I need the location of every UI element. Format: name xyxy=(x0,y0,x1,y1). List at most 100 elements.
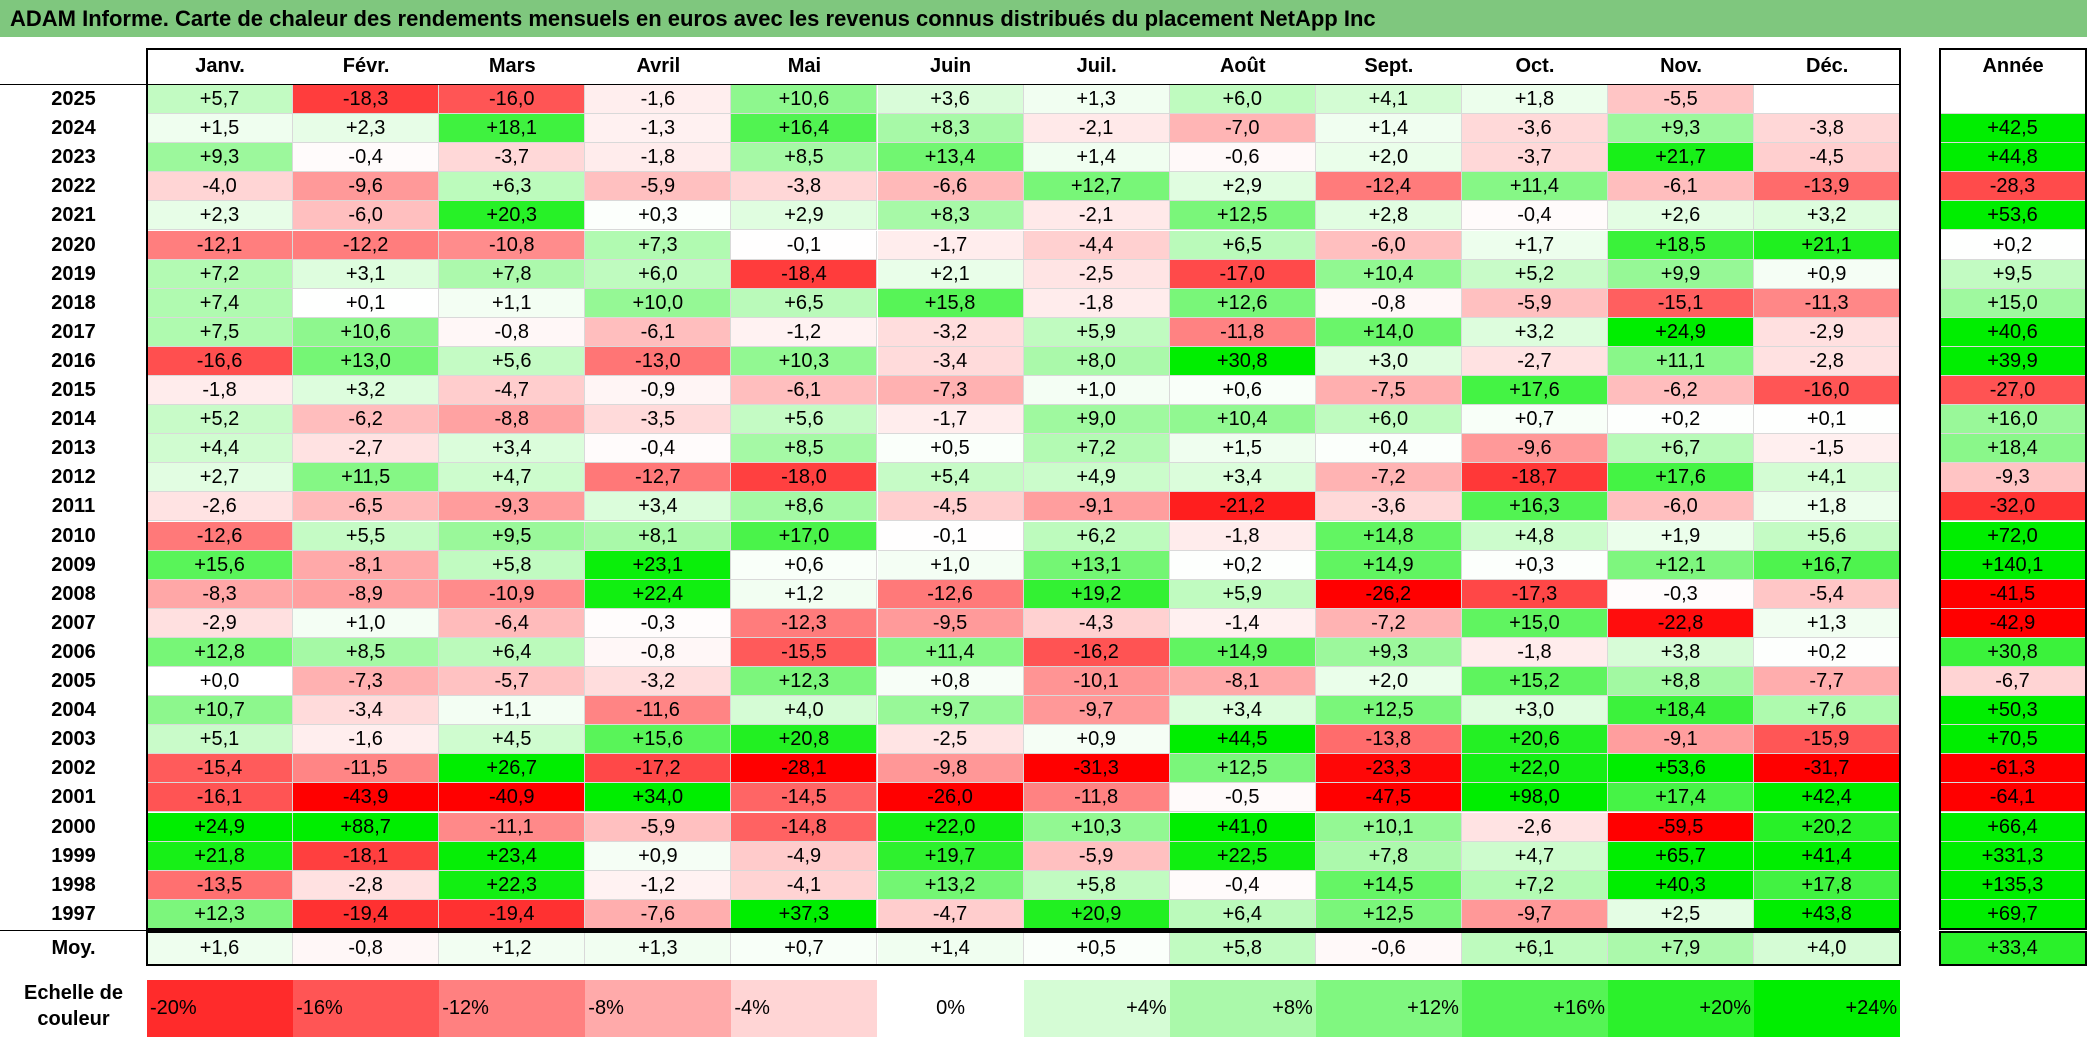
heatmap-cell: +1,0 xyxy=(877,550,1024,580)
heatmap-cell: -0,5 xyxy=(1169,783,1316,813)
heatmap-cell: +10,3 xyxy=(731,346,878,376)
heatmap-cell: -13,5 xyxy=(147,870,294,900)
heatmap-cell: -3,5 xyxy=(585,405,732,435)
average-cell: +0,7 xyxy=(731,931,878,965)
heatmap-cell: -1,8 xyxy=(1169,521,1316,551)
heatmap-cell: +3,6 xyxy=(877,85,1024,115)
heatmap-cell: +7,8 xyxy=(439,259,586,289)
year-label: 2019 xyxy=(51,262,96,285)
color-scale-step-label: -20% xyxy=(150,997,197,1019)
heatmap-cell: +4,8 xyxy=(1461,521,1608,551)
average-cell: -0,8 xyxy=(293,931,440,965)
heatmap-cell: +22,5 xyxy=(1169,841,1316,871)
heatmap-cell: +0,8 xyxy=(877,667,1024,697)
annual-cell: +18,4 xyxy=(1940,434,2086,464)
heatmap-cell: -4,3 xyxy=(1023,608,1170,638)
heatmap-cell: +12,5 xyxy=(1169,201,1316,231)
heatmap-cell: +20,3 xyxy=(439,201,586,231)
heatmap-cell: -12,4 xyxy=(1315,172,1462,202)
heatmap-cell: -59,5 xyxy=(1608,812,1755,842)
color-scale-step: 0% xyxy=(877,980,1024,1037)
heatmap-cell: +12,5 xyxy=(1169,754,1316,784)
month-header: Juin xyxy=(929,55,972,77)
heatmap-cell: +1,8 xyxy=(1754,492,1901,522)
heatmap-cell: -6,2 xyxy=(293,405,440,435)
heatmap-cell: -9,8 xyxy=(877,754,1024,784)
annual-cell: +69,7 xyxy=(1940,899,2086,929)
heatmap-cell: -16,2 xyxy=(1023,637,1170,667)
heatmap-cell: +20,9 xyxy=(1023,899,1170,929)
year-label: 1999 xyxy=(51,844,96,867)
heatmap-cell: +13,2 xyxy=(877,870,1024,900)
heatmap-cell: +7,2 xyxy=(147,259,294,289)
header-underline xyxy=(0,84,1901,85)
heatmap-cell: -6,0 xyxy=(1315,230,1462,260)
heatmap-cell: -11,6 xyxy=(585,696,732,726)
color-scale-step-label: -12% xyxy=(442,997,489,1019)
heatmap-cell: -2,7 xyxy=(293,434,440,464)
year-label: 2021 xyxy=(51,204,96,227)
heatmap-cell: +34,0 xyxy=(585,783,732,813)
heatmap-cell: -1,7 xyxy=(877,405,1024,435)
heatmap-cell: -2,5 xyxy=(877,725,1024,755)
heatmap-cell: +65,7 xyxy=(1608,841,1755,871)
heatmap-cell: +0,6 xyxy=(1169,376,1316,406)
heatmap-cell: +53,6 xyxy=(1608,754,1755,784)
annual-cell: +40,6 xyxy=(1940,317,2086,347)
heatmap-cell: -15,4 xyxy=(147,754,294,784)
heatmap-cell: -31,3 xyxy=(1023,754,1170,784)
heatmap-cell: -6,4 xyxy=(439,608,586,638)
heatmap-cell: -3,4 xyxy=(877,346,1024,376)
heatmap-cell: -15,5 xyxy=(731,637,878,667)
heatmap-cell: -3,8 xyxy=(731,172,878,202)
annual-cell: +66,4 xyxy=(1940,812,2086,842)
color-scale-step-label: +12% xyxy=(1407,997,1459,1019)
heatmap-cell: -8,1 xyxy=(1169,667,1316,697)
heatmap-cell: +11,4 xyxy=(877,637,1024,667)
heatmap-cell: -17,3 xyxy=(1461,579,1608,609)
heatmap-cell: +22,0 xyxy=(1461,754,1608,784)
heatmap-cell: -6,1 xyxy=(1608,172,1755,202)
month-header: Août xyxy=(1219,55,1266,77)
heatmap-cell: -12,6 xyxy=(877,579,1024,609)
annual-cell: +15,0 xyxy=(1940,288,2086,318)
heatmap-cell: -1,6 xyxy=(585,85,732,115)
heatmap-cell: +14,0 xyxy=(1315,317,1462,347)
heatmap-cell: -3,8 xyxy=(1754,114,1901,144)
heatmap-cell: +5,9 xyxy=(1169,579,1316,609)
heatmap-cell: +0,3 xyxy=(1461,550,1608,580)
heatmap-cell: -9,3 xyxy=(439,492,586,522)
year-label: 2004 xyxy=(51,699,96,722)
year-label: 2017 xyxy=(51,320,96,343)
heatmap-cell: +0,1 xyxy=(293,288,440,318)
heatmap-cell: +20,2 xyxy=(1754,812,1901,842)
heatmap-cell: +11,4 xyxy=(1461,172,1608,202)
heatmap-cell: +0,6 xyxy=(731,550,878,580)
color-scale-label: Echelle de couleur xyxy=(24,982,123,1030)
heatmap-cell: -2,1 xyxy=(1023,114,1170,144)
heatmap-cell: +10,6 xyxy=(293,317,440,347)
heatmap-cell: +0,9 xyxy=(1023,725,1170,755)
year-total-header: Année xyxy=(1982,55,2044,77)
annual-cell: -32,0 xyxy=(1940,492,2086,522)
average-cell: -0,6 xyxy=(1315,931,1462,965)
heatmap-cell: +41,4 xyxy=(1754,841,1901,871)
year-label: 2012 xyxy=(51,466,96,489)
color-scale-step-label: -8% xyxy=(588,997,624,1019)
year-label: 2014 xyxy=(51,408,96,431)
color-scale-step-label: +24% xyxy=(1845,997,1898,1019)
average-cell: +1,2 xyxy=(439,931,586,965)
year-label: 2006 xyxy=(51,640,96,663)
heatmap-cell: -22,8 xyxy=(1608,608,1755,638)
color-scale-step: -20% xyxy=(147,980,294,1037)
heatmap-cell: +5,2 xyxy=(1461,259,1608,289)
heatmap-cell: -2,8 xyxy=(1754,346,1901,376)
heatmap-cell: +4,1 xyxy=(1315,85,1462,115)
heatmap-cell: -3,2 xyxy=(585,667,732,697)
heatmap-cell: -28,1 xyxy=(731,754,878,784)
heatmap-cell: +10,0 xyxy=(585,288,732,318)
heatmap-cell: +2,0 xyxy=(1315,143,1462,173)
heatmap-cell: +88,7 xyxy=(293,812,440,842)
heatmap-cell: -2,6 xyxy=(147,492,294,522)
heatmap-cell: -16,0 xyxy=(1754,376,1901,406)
